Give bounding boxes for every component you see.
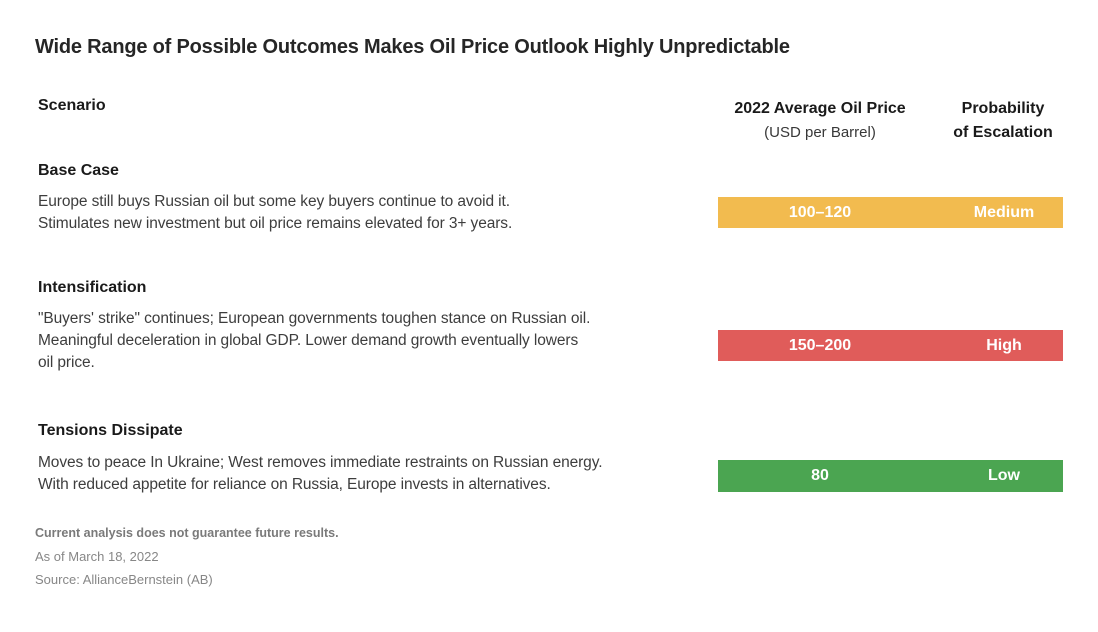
price-bar-tensions-dissipate: 80 Low xyxy=(718,460,1063,492)
column-header-price: 2022 Average Oil Price (USD per Barrel) xyxy=(710,97,930,145)
probability-value: Low xyxy=(988,467,1020,484)
source-attribution: Source: AllianceBernstein (AB) xyxy=(35,572,213,587)
price-range-value: 80 xyxy=(811,467,829,484)
scenario-heading-base-case: Base Case xyxy=(38,162,119,179)
price-bar-base-case: 100–120 Medium xyxy=(718,197,1063,228)
column-header-price-label: 2022 Average Oil Price xyxy=(734,100,906,117)
scenario-description-base-case: Europe still buys Russian oil but some k… xyxy=(38,193,513,232)
disclaimer-text: Current analysis does not guarantee futu… xyxy=(35,526,339,540)
column-header-scenario: Scenario xyxy=(38,97,106,114)
column-header-probability: Probability of Escalation xyxy=(953,100,1053,141)
price-bar-intensification: 150–200 High xyxy=(718,330,1063,361)
scenario-description-intensification: "Buyers' strike" continues; European gov… xyxy=(38,310,591,371)
price-range-value: 150–200 xyxy=(788,336,852,354)
page-title: Wide Range of Possible Outcomes Makes Oi… xyxy=(35,36,790,58)
scenario-description-tensions-dissipate: Moves to peace In Ukraine; West removes … xyxy=(38,454,603,493)
price-range-value: 100–120 xyxy=(788,203,852,221)
scenario-heading-tensions-dissipate: Tensions Dissipate xyxy=(38,422,183,439)
as-of-date: As of March 18, 2022 xyxy=(35,549,159,564)
probability-value: High xyxy=(986,336,1022,354)
scenario-heading-intensification: Intensification xyxy=(38,279,147,296)
column-header-price-sublabel: (USD per Barrel) xyxy=(764,124,876,141)
probability-value: Medium xyxy=(973,203,1035,221)
